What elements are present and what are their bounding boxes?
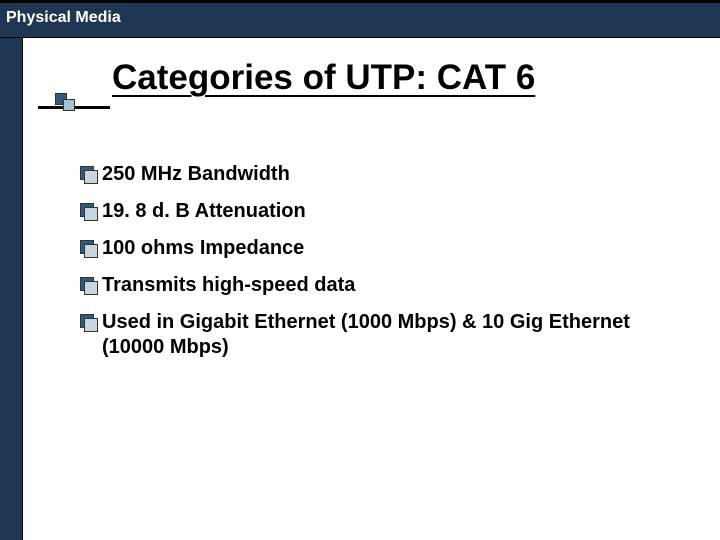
slide: Physical Media Categories of UTP: CAT 6 … — [0, 0, 720, 540]
slide-title: Categories of UTP: CAT 6 — [112, 58, 535, 97]
bullet-icon — [80, 203, 94, 217]
title-wrap: Categories of UTP: CAT 6 — [112, 58, 702, 98]
title-decor-box-front — [63, 99, 75, 111]
bullet-icon — [80, 240, 94, 254]
list-item: Used in Gigabit Ethernet (1000 Mbps) & 1… — [80, 310, 680, 360]
list-item-text: 100 ohms Impedance — [102, 236, 304, 261]
list-item-text: Transmits high-speed data — [102, 273, 355, 298]
list-item: 19. 8 d. B Attenuation — [80, 199, 680, 224]
list-item: Transmits high-speed data — [80, 273, 680, 298]
list-item: 100 ohms Impedance — [80, 236, 680, 261]
sidebar — [0, 38, 23, 540]
list-item-text: 250 MHz Bandwidth — [102, 162, 290, 187]
bullet-icon — [80, 166, 94, 180]
bullet-icon — [80, 314, 94, 328]
header-bar: Physical Media — [0, 0, 720, 38]
bullet-icon — [80, 277, 94, 291]
list-item-text: Used in Gigabit Ethernet (1000 Mbps) & 1… — [102, 310, 680, 360]
list-item-text: 19. 8 d. B Attenuation — [102, 199, 306, 224]
list-item: 250 MHz Bandwidth — [80, 162, 680, 187]
header-label: Physical Media — [6, 9, 121, 27]
content-list: 250 MHz Bandwidth 19. 8 d. B Attenuation… — [80, 162, 680, 372]
